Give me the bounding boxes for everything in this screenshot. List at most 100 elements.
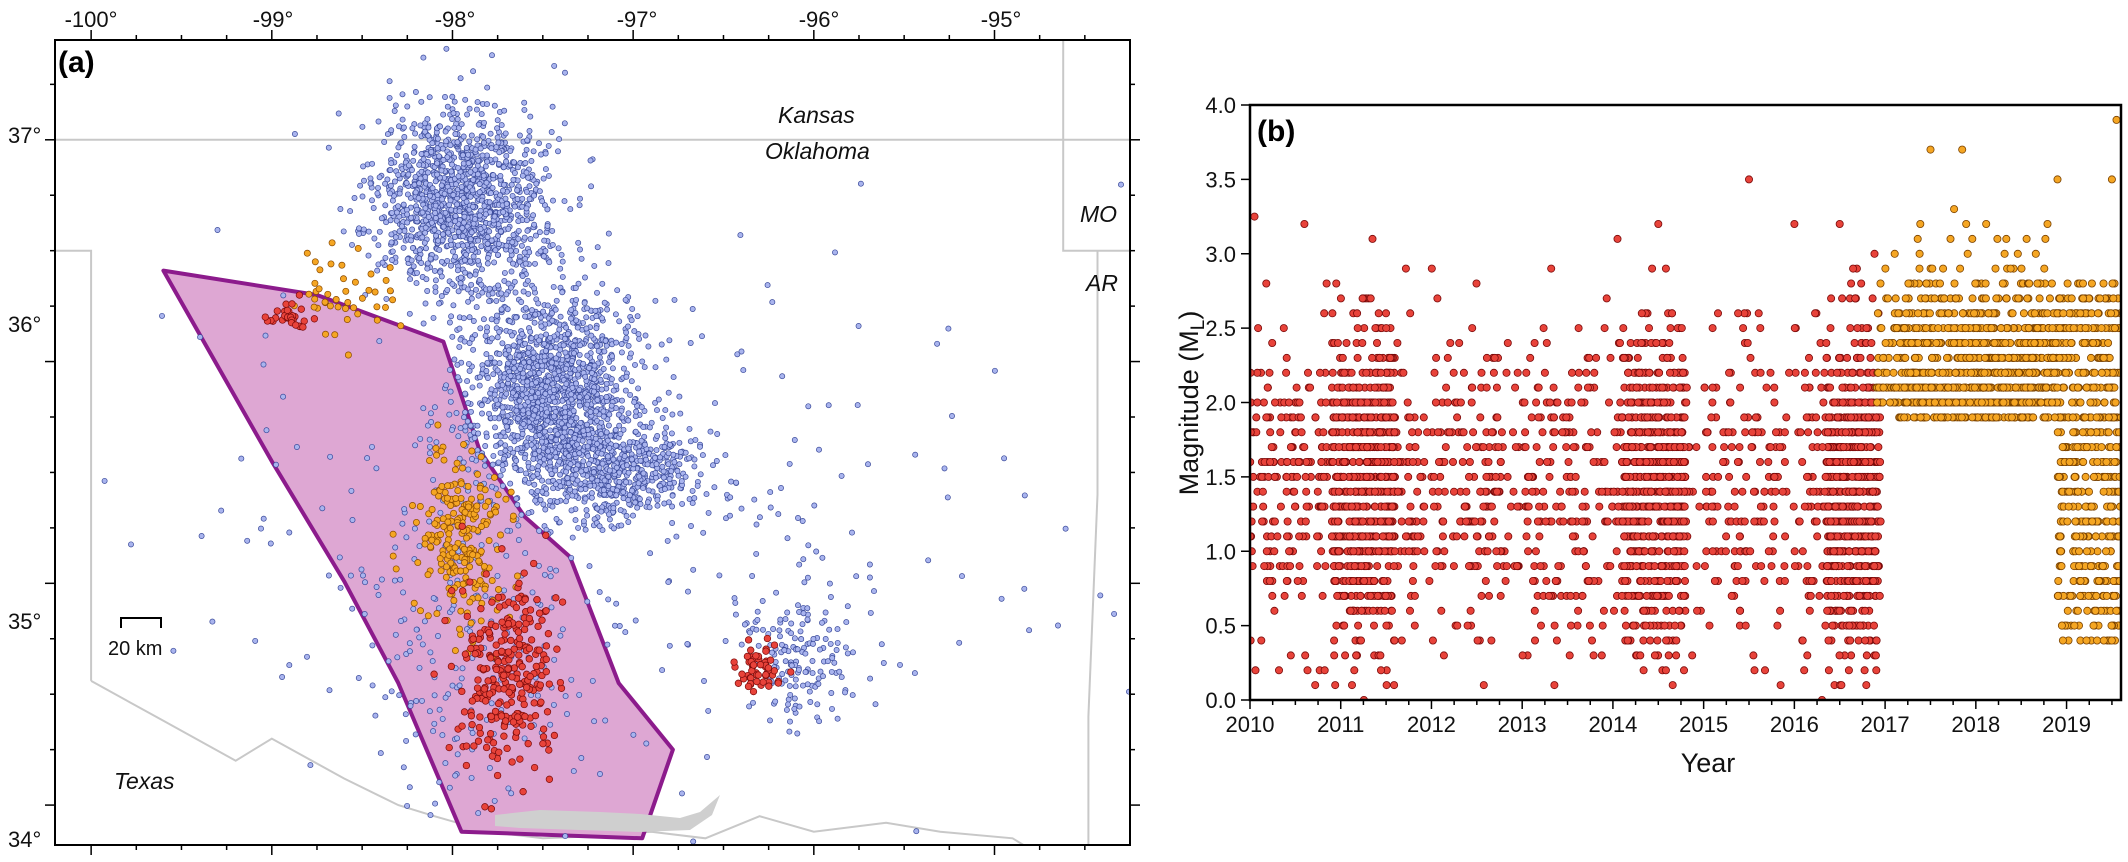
event-point: [1714, 472, 1723, 481]
epicenter-point: [483, 433, 490, 440]
epicenter-point: [559, 397, 566, 404]
epicenter-point: [470, 68, 477, 75]
epicenter-point: [1001, 455, 1008, 462]
epicenter-point: [430, 670, 438, 678]
epicenter-point: [610, 505, 617, 512]
epicenter-point: [472, 146, 479, 153]
epicenter-point: [437, 447, 445, 455]
epicenter-point: [502, 351, 509, 358]
epicenter-point: [645, 343, 652, 350]
epicenter-point: [484, 255, 491, 261]
epicenter-point: [541, 571, 548, 578]
epicenter-point: [533, 596, 541, 604]
epicenter-point: [418, 98, 425, 105]
epicenter-point: [543, 331, 550, 338]
epicenter-point: [635, 385, 642, 392]
epicenter-point: [445, 530, 453, 538]
epicenter-point: [880, 660, 887, 666]
epicenter-point: [844, 603, 851, 610]
epicenter-point: [716, 572, 723, 579]
epicenter-point: [472, 216, 478, 223]
epicenter-point: [367, 175, 374, 182]
epicenter-point: [273, 461, 279, 468]
epicenter-point: [623, 462, 630, 469]
epicenter-point: [376, 338, 383, 345]
epicenter-point: [474, 594, 482, 602]
epicenter-point: [375, 592, 382, 598]
epicenter-point: [482, 570, 490, 578]
epicenter-point: [496, 328, 503, 335]
epicenter-point: [450, 110, 457, 117]
epicenter-point: [580, 518, 587, 525]
epicenter-point: [542, 248, 549, 255]
epicenter-point: [438, 182, 445, 189]
epicenter-point: [849, 692, 856, 699]
epicenter-point: [507, 284, 514, 291]
epicenter-point: [551, 370, 558, 377]
epicenter-point: [522, 340, 528, 347]
epicenter-point: [427, 255, 434, 262]
lat-tick-label: 37°: [8, 123, 41, 148]
epicenter-point: [359, 193, 366, 200]
epicenter-point: [545, 746, 553, 754]
epicenter-point: [515, 537, 522, 543]
epicenter-point: [475, 257, 482, 264]
epicenter-point: [464, 482, 472, 490]
epicenter-point: [547, 334, 554, 341]
epicenter-point: [260, 515, 267, 522]
epicenter-point: [530, 212, 537, 219]
epicenter-point: [354, 244, 362, 252]
epicenter-point: [585, 453, 591, 460]
epicenter-point: [523, 146, 530, 153]
epicenter-point: [548, 364, 555, 371]
epicenter-point: [599, 280, 606, 287]
epicenter-point: [497, 472, 504, 479]
epicenter-point: [753, 677, 761, 686]
epicenter-point: [532, 407, 539, 414]
epicenter-point: [478, 402, 485, 409]
epicenter-point: [462, 742, 471, 750]
epicenter-point: [785, 701, 791, 708]
panel-a-map: -100° -99° -98° -97° -96° -95° 37° 36° 3…: [8, 7, 1140, 855]
epicenter-point: [375, 118, 382, 125]
epicenter-point: [620, 489, 627, 496]
epicenter-point: [607, 490, 614, 497]
epicenter-point: [475, 723, 484, 732]
epicenter-point: [361, 177, 367, 184]
epicenter-point: [587, 482, 594, 489]
epicenter-point: [450, 509, 458, 517]
epicenter-point: [588, 332, 595, 339]
epicenter-point: [514, 415, 521, 422]
epicenter-point: [705, 509, 712, 516]
epicenter-point: [607, 432, 614, 439]
epicenter-point: [503, 552, 510, 559]
epicenter-point: [508, 268, 515, 275]
epicenter-point: [637, 457, 644, 464]
epicenter-point: [367, 270, 375, 278]
event-point: [1485, 591, 1494, 600]
epicenter-point: [374, 267, 381, 274]
epicenter-point: [410, 149, 417, 156]
epicenter-point: [425, 124, 432, 131]
epicenter-point: [507, 373, 514, 379]
epicenter-point: [548, 604, 555, 611]
epicenter-point: [417, 607, 424, 615]
epicenter-point: [484, 324, 491, 331]
epicenter-point: [454, 139, 461, 146]
epicenter-point: [522, 313, 529, 320]
epicenter-point: [682, 449, 689, 456]
epicenter-point: [356, 225, 362, 232]
epicenter-point: [549, 227, 556, 234]
epicenter-point: [557, 632, 564, 639]
epicenter-point: [297, 305, 305, 313]
region-label-mo: MO: [1080, 201, 1117, 227]
epicenter-point: [826, 626, 833, 633]
epicenter-point: [486, 765, 493, 771]
epicenter-point: [629, 305, 636, 312]
epicenter-point: [454, 201, 460, 208]
epicenter-point: [448, 241, 455, 248]
epicenter-point: [694, 482, 701, 489]
epicenter-point: [465, 399, 472, 406]
epicenter-point: [388, 231, 395, 238]
epicenter-point: [467, 193, 474, 200]
